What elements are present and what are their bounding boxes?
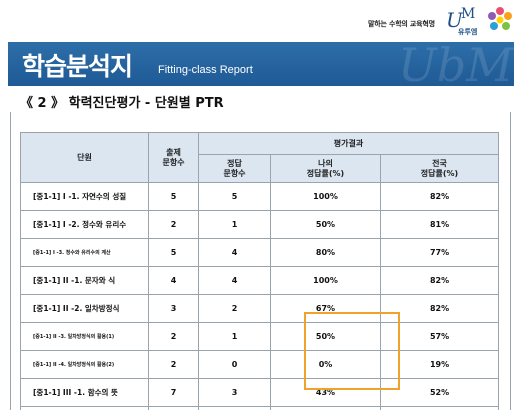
page-subtitle: Fitting-class Report <box>158 64 253 76</box>
report-banner: 학습분석지 Fitting-class Report UbM <box>8 42 514 86</box>
unit-cell: [중1-1] I -1. 자연수의 성질 <box>20 182 149 211</box>
unit-cell: [중1-1] I -3. 정수와 유리수의 계산 <box>20 238 149 267</box>
question-count-cell: 4 <box>148 266 199 295</box>
unit-cell: [중1-1] II -2. 일차방정식 <box>20 294 149 323</box>
national-rate-cell: 57% <box>379 322 500 351</box>
empty-cell <box>270 406 381 410</box>
national-rate-cell: 82% <box>379 266 500 295</box>
ptr-table-body: [중1-1] I -1. 자연수의 성질 5 5 100% 82% [중1-1] I -2… <box>20 182 500 410</box>
unit-cell: [중1-1] II -4. 일차방정식의 활용(2) <box>20 350 149 379</box>
table-row: [중1-1] I -1. 자연수의 성질 5 5 100% 82% <box>20 182 500 211</box>
national-rate-cell: 19% <box>379 350 500 379</box>
correct-count-cell: 2 <box>198 294 271 323</box>
header-question-count: 출제 문항수 <box>148 132 199 183</box>
national-rate-cell: 82% <box>379 294 500 323</box>
flower-logo-icon <box>488 7 512 30</box>
my-rate-cell: 0% <box>270 350 381 379</box>
logo-korean-name: 유투엠 <box>458 28 478 36</box>
my-rate-cell: 50% <box>270 322 381 351</box>
table-row: [중1-1] II -1. 문자와 식 4 4 100% 82% <box>20 266 500 295</box>
unit-cell: [중1-1] II -3. 일차방정식의 활용(1) <box>20 322 149 351</box>
table-row: [중1-1] I -3. 정수와 유리수의 계산 5 4 80% 77% <box>20 238 500 267</box>
correct-count-cell: 1 <box>198 210 271 239</box>
empty-cell <box>148 406 199 410</box>
table-row: [중1-1] II -2. 일차방정식 3 2 67% 82% <box>20 294 500 323</box>
table-row: [중1-1] III -1. 함수의 뜻 7 3 43% 52% <box>20 378 500 407</box>
header-national-rate: 전국 정답률(%) <box>379 154 500 183</box>
question-count-cell: 5 <box>148 182 199 211</box>
my-rate-cell: 100% <box>270 182 381 211</box>
page-title: 학습분석지 <box>22 52 133 81</box>
my-rate-cell: 67% <box>270 294 381 323</box>
national-rate-cell: 77% <box>379 238 500 267</box>
header-correct-count: 정답 문항수 <box>198 154 271 183</box>
correct-count-cell: 4 <box>198 238 271 267</box>
header-evaluation-result: 평가결과 <box>197 132 500 155</box>
correct-count-cell: 3 <box>198 378 271 407</box>
section-title: 학력진단평가 - 단원별 PTR <box>68 96 224 111</box>
left-border <box>10 112 11 410</box>
correct-count-cell: 1 <box>198 322 271 351</box>
national-rate-cell: 81% <box>379 210 500 239</box>
correct-count-cell: 5 <box>198 182 271 211</box>
national-rate-cell: 52% <box>379 378 500 407</box>
question-count-cell: 7 <box>148 378 199 407</box>
my-rate-cell: 100% <box>270 266 381 295</box>
top-bar: 말하는 수학의 교육혁명 U M 유투엠 <box>0 0 520 42</box>
banner-watermark: UbM <box>398 42 514 86</box>
my-rate-cell: 50% <box>270 210 381 239</box>
empty-cell <box>198 406 271 410</box>
question-count-cell: 2 <box>148 322 199 351</box>
header-unit: 단원 <box>20 132 149 183</box>
logo-letter-m: M <box>461 6 476 22</box>
table-row: [중1-1] I -2. 정수와 유리수 2 1 50% 81% <box>20 210 500 239</box>
unit-cell: [중1-1] II -1. 문자와 식 <box>20 266 149 295</box>
logo-letter-u: U <box>446 8 463 32</box>
correct-count-cell: 0 <box>198 350 271 379</box>
right-border <box>510 112 511 410</box>
unit-cell: [중1-1] I -2. 정수와 유리수 <box>20 210 149 239</box>
my-rate-cell: 43% <box>270 378 381 407</box>
unit-cell: [중1-1] III -1. 함수의 뜻 <box>20 378 149 407</box>
brand-tagline: 말하는 수학의 교육혁명 <box>368 20 435 28</box>
section-heading: 《 2 》 학력진단평가 - 단원별 PTR <box>20 92 224 111</box>
correct-count-cell: 4 <box>198 266 271 295</box>
ptr-table: 단원 출제 문항수 평가결과 정답 문항수 나의 정답률(%) 전국 정답률(%) [중… <box>20 132 500 410</box>
header-my-rate: 나의 정답률(%) <box>270 154 381 183</box>
question-count-cell: 5 <box>148 238 199 267</box>
my-rate-cell: 80% <box>270 238 381 267</box>
empty-row <box>20 406 500 410</box>
question-count-cell: 3 <box>148 294 199 323</box>
empty-cell <box>379 406 500 410</box>
section-number: 《 2 》 <box>20 96 65 111</box>
table-row: [중1-1] II -4. 일차방정식의 활용(2) 2 0 0% 19% <box>20 350 500 379</box>
national-rate-cell: 82% <box>379 182 500 211</box>
brand-logo: U M 유투엠 <box>446 6 486 38</box>
question-count-cell: 2 <box>148 210 199 239</box>
empty-cell <box>20 406 149 410</box>
question-count-cell: 2 <box>148 350 199 379</box>
table-row: [중1-1] II -3. 일차방정식의 활용(1) 2 1 50% 57% <box>20 322 500 351</box>
